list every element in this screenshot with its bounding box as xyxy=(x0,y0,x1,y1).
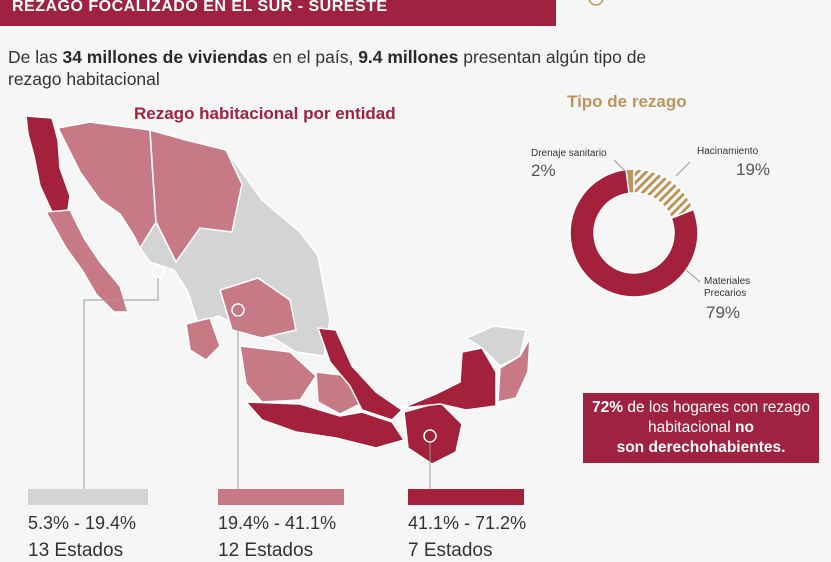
donut-title: Tipo de rezago xyxy=(567,92,687,111)
map-title: Rezago habitacional por entidad xyxy=(134,104,396,123)
callout-pct: 72% xyxy=(591,399,624,416)
map-region-baja-sur xyxy=(44,209,130,313)
header-title: REZAGO FOCALIZADO EN EL SUR - SURESTE xyxy=(12,0,388,15)
donut-leader-drenaje xyxy=(613,159,627,173)
legend-count-mid: 12 Estados xyxy=(218,540,314,561)
map-region-michoacan xyxy=(239,345,317,403)
intro-bold-viviendas: 34 millones de viviendas xyxy=(62,47,268,67)
map-region-nayarit xyxy=(185,317,221,361)
pct-materiales: 79% xyxy=(706,303,741,322)
legend-bar-low xyxy=(28,489,148,505)
legend-bar-mid xyxy=(218,489,344,505)
header-banner: REZAGO FOCALIZADO EN EL SUR - SURESTE xyxy=(0,0,556,26)
legend-count-high: 7 Estados xyxy=(408,540,493,561)
map-region-chihuahua xyxy=(149,128,243,264)
callout-derecho: son derechohabientes. xyxy=(616,439,786,456)
pct-hacinamiento: 19% xyxy=(736,160,771,179)
callout-no: no xyxy=(735,419,754,436)
map-region-quintana-roo xyxy=(497,337,531,403)
legend-range-high: 41.1% - 71.2% xyxy=(408,513,527,533)
map-region-tabasco-campeche xyxy=(401,347,497,411)
legend-count-low: 13 Estados xyxy=(28,540,124,561)
label-drenaje: Drenaje sanitario xyxy=(531,148,607,159)
government-logo xyxy=(588,0,604,6)
pct-drenaje: 2% xyxy=(531,161,556,180)
leader-line-gray xyxy=(83,278,159,490)
map-region-sonora xyxy=(56,121,157,250)
donut-leader-hacinamiento xyxy=(675,161,691,177)
label-materiales: Materiales Precarios xyxy=(704,276,751,299)
label-hacinamiento: Hacinamiento xyxy=(697,146,759,157)
map-region-zacatecas xyxy=(219,277,297,339)
map-region-veracruz xyxy=(316,327,404,421)
slice-hacinamiento xyxy=(633,168,695,220)
slice-materiales xyxy=(569,168,699,298)
intro-text: De las 34 millones de viviendas en el pa… xyxy=(8,47,647,89)
callout-box: 72% de los hogares con rezago habitacion… xyxy=(583,393,819,463)
legend-range-mid: 19.4% - 41.1% xyxy=(218,513,337,533)
legend-range-low: 5.3% - 19.4% xyxy=(28,513,137,533)
intro-bold-millones: 9.4 millones xyxy=(358,47,459,67)
legend-bar-high xyxy=(408,489,524,505)
donut-leader-materiales xyxy=(685,269,701,283)
map-region-guerrero-oaxaca xyxy=(244,401,406,449)
